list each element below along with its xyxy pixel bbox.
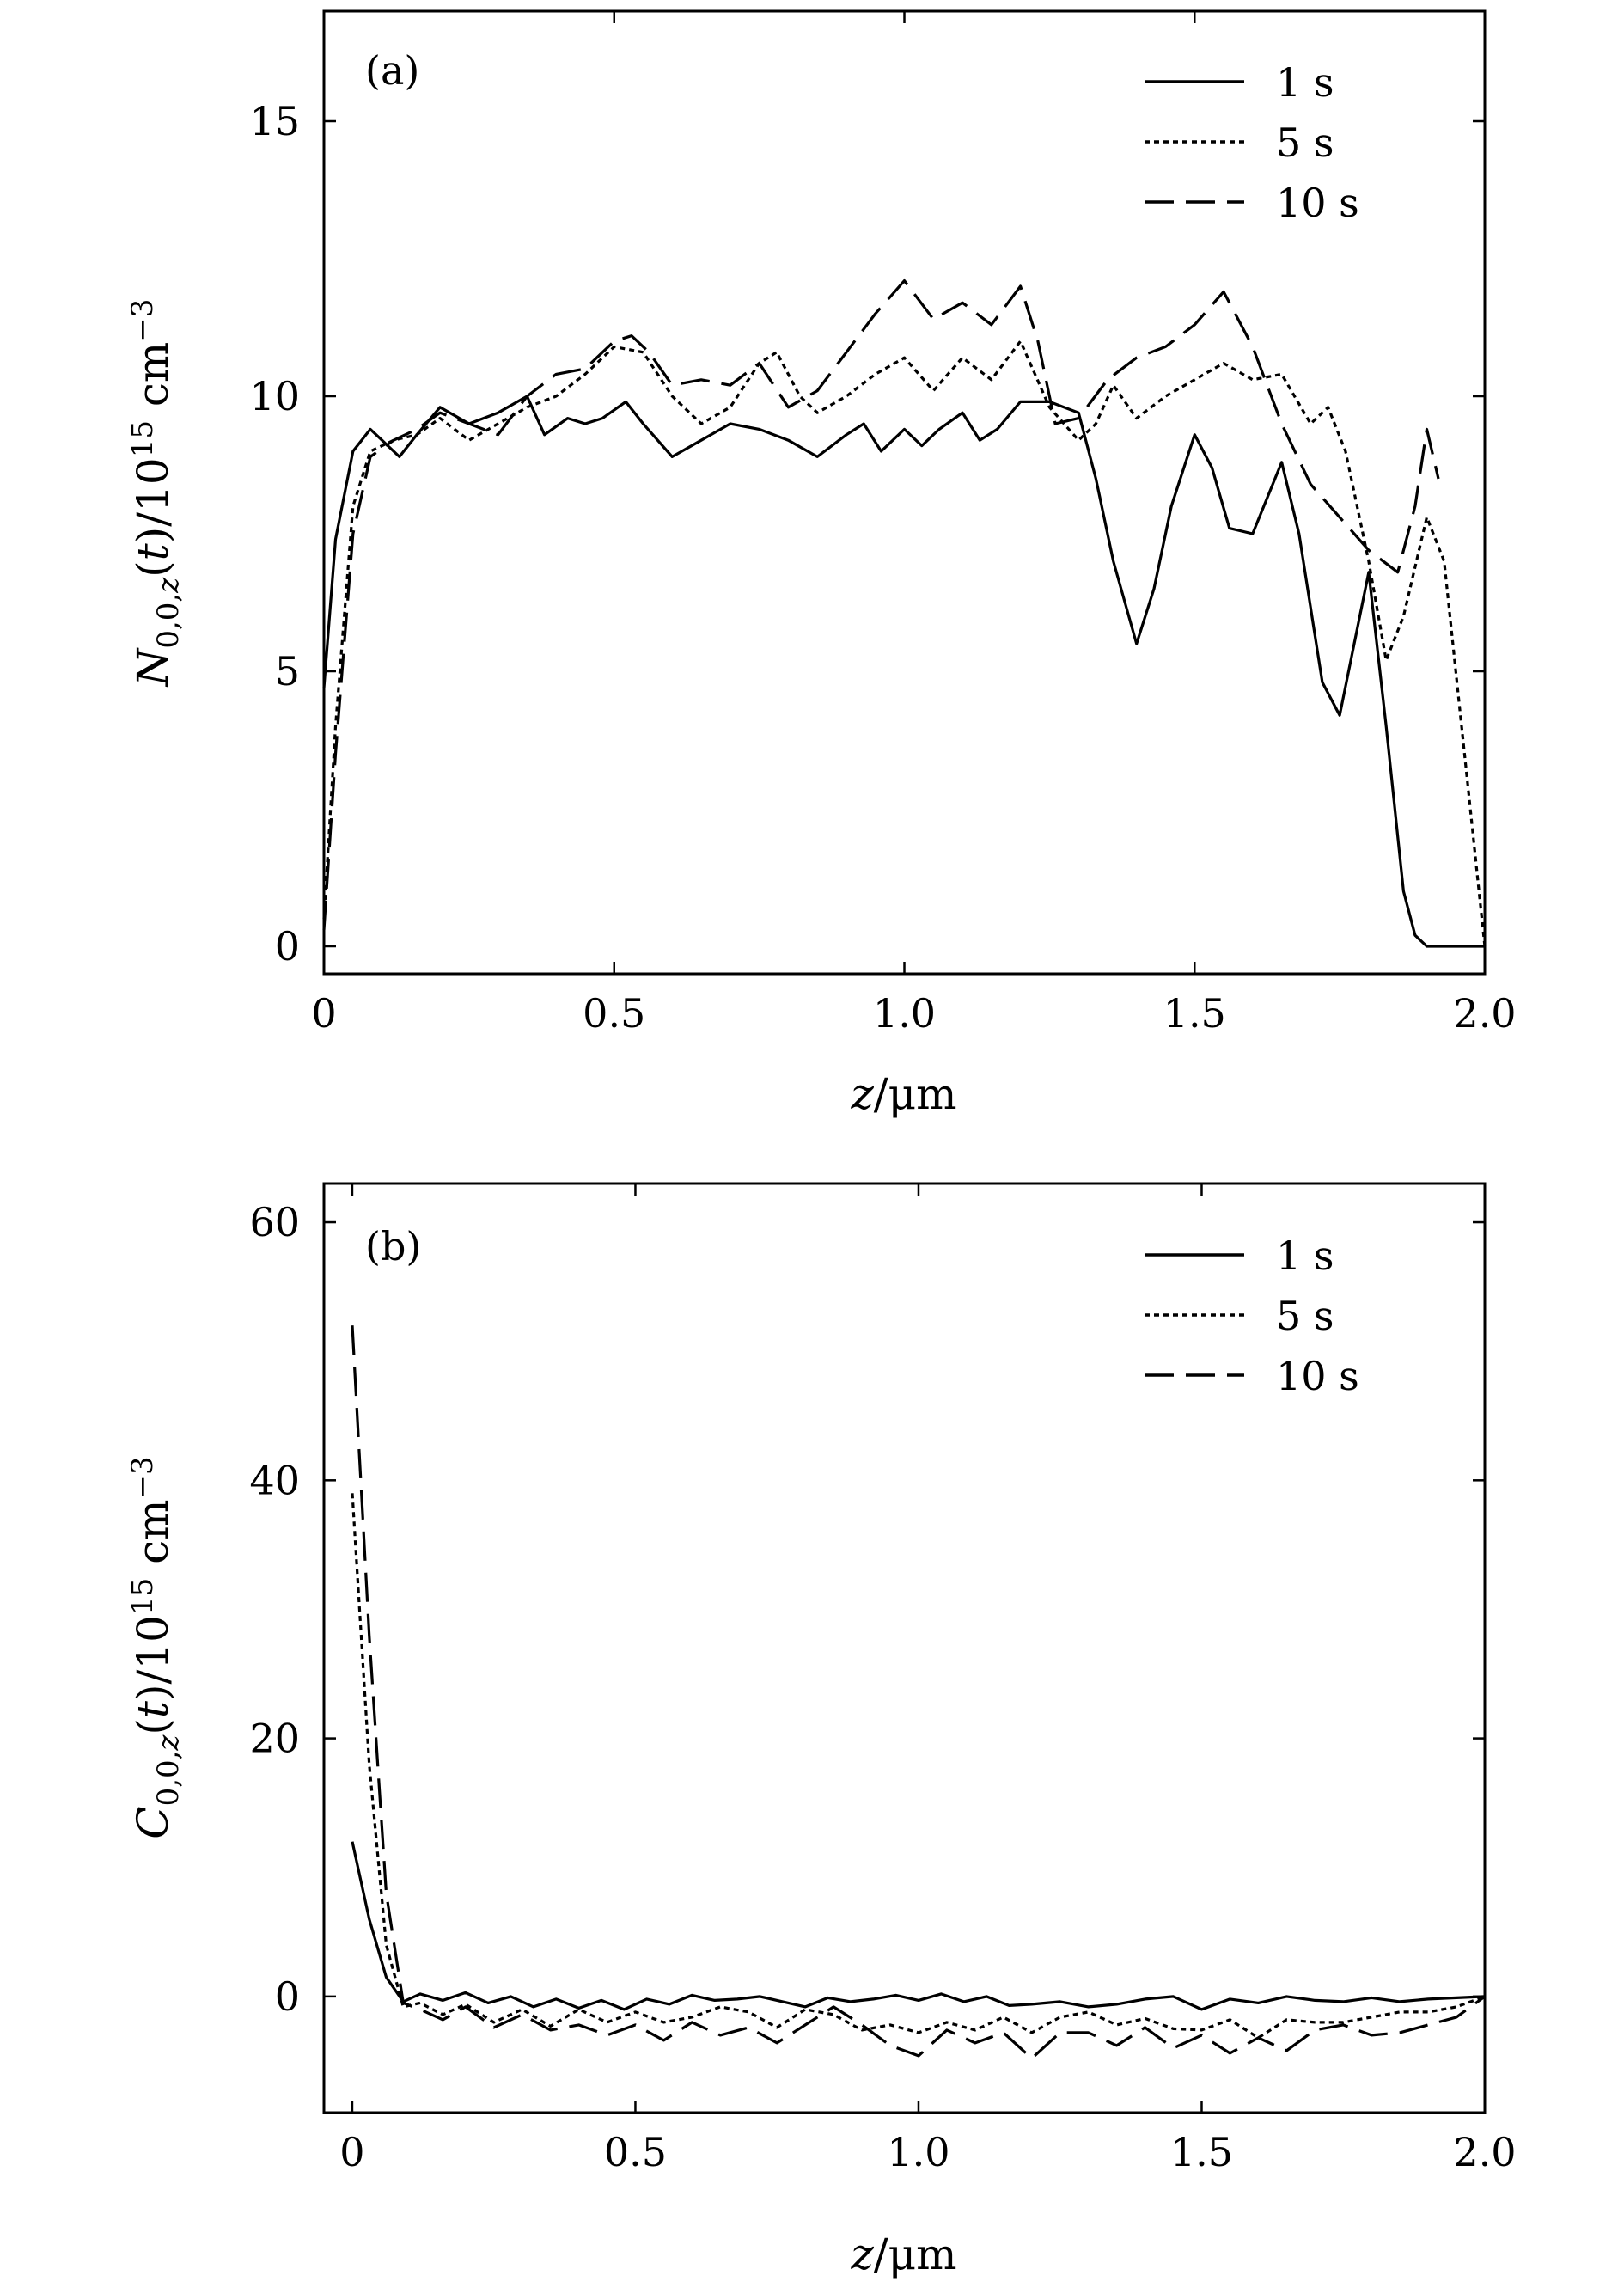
panel-b-y-axis-label: C0,0,z(t)/1015 cm−3 xyxy=(125,1456,186,1838)
panel-b-series-line-10s xyxy=(351,1325,1486,2060)
panel-b-chart: 0 0.5 1.0 1.5 2.0 0 20 40 60 (b) 1 s 5 s 10 s z/… xyxy=(125,1182,1517,2279)
panel-b-y-tick-label-60: 60 xyxy=(249,1199,300,1245)
panel-a-y-axis-label: N0,0,z(t)/1015 cm−3 xyxy=(125,299,186,688)
panel-a-chart: 0 0.5 1.0 1.5 2.0 0 5 10 15 (a) 1 s 5 s 10 s z/μ… xyxy=(125,9,1517,1119)
panel-a-x-tick-label-1p0: 1.0 xyxy=(873,990,936,1037)
panel-a-legend-label-10s: 10 s xyxy=(1276,180,1359,226)
panel-b-series xyxy=(351,1325,1486,2060)
panel-b-y-tick-label-0: 0 xyxy=(275,1973,300,2020)
panel-a-series-line-1s xyxy=(322,395,1485,948)
panel-a-x-axis-label: z/μm xyxy=(850,1069,956,1119)
panel-b-label: (b) xyxy=(365,1223,421,1269)
panel-a-x-tick-label-2p0: 2.0 xyxy=(1453,990,1516,1037)
panel-b-series-line-5s xyxy=(351,1493,1486,2040)
panel-a-y-tick-label-10: 10 xyxy=(249,373,300,419)
panel-a-series-line-10s xyxy=(322,279,1440,930)
panel-b-y-tick-label-40: 40 xyxy=(249,1457,300,1503)
panel-b-legend-label-10s: 10 s xyxy=(1276,1353,1359,1399)
panel-a-label: (a) xyxy=(365,47,419,94)
panel-b-series-line-1s xyxy=(351,1841,1486,2011)
panel-a-x-tick-label-1p5: 1.5 xyxy=(1163,990,1226,1037)
panel-a-legend: 1 s 5 s 10 s xyxy=(1145,59,1359,226)
panel-b-y-tick-label-20: 20 xyxy=(249,1716,300,1762)
panel-b-ticks: 0 0.5 1.0 1.5 2.0 0 20 40 60 xyxy=(249,1184,1517,2175)
panel-b-x-tick-label-0p5: 0.5 xyxy=(604,2129,667,2175)
panel-a-y-tick-label-0: 0 xyxy=(275,923,300,970)
panel-a-x-tick-label-0p5: 0.5 xyxy=(583,990,645,1037)
panel-a-series xyxy=(322,279,1487,948)
panel-b-legend-label-1s: 1 s xyxy=(1276,1233,1334,1279)
panel-a-legend-label-5s: 5 s xyxy=(1276,119,1334,166)
panel-b-x-axis-label: z/μm xyxy=(850,2230,956,2279)
panel-b-axes-frame xyxy=(322,1182,1487,2114)
panel-a-legend-label-1s: 1 s xyxy=(1276,59,1334,106)
panel-a-ticks: 0 0.5 1.0 1.5 2.0 0 5 10 15 xyxy=(249,11,1517,1037)
panel-b-x-tick-label-1p0: 1.0 xyxy=(887,2129,949,2175)
panel-a-x-tick-label-0: 0 xyxy=(311,990,336,1037)
panel-a-y-tick-label-15: 15 xyxy=(249,98,300,144)
panel-b-x-tick-label-2p0: 2.0 xyxy=(1453,2129,1516,2175)
panel-b-legend: 1 s 5 s 10 s xyxy=(1145,1233,1359,1399)
panel-b-legend-label-5s: 5 s xyxy=(1276,1293,1334,1339)
panel-a-y-tick-label-5: 5 xyxy=(275,648,300,694)
panel-b-x-tick-label-1p5: 1.5 xyxy=(1170,2129,1233,2175)
panel-b-x-tick-label-0: 0 xyxy=(339,2129,364,2175)
panel-a-series-line-5s xyxy=(322,340,1487,947)
